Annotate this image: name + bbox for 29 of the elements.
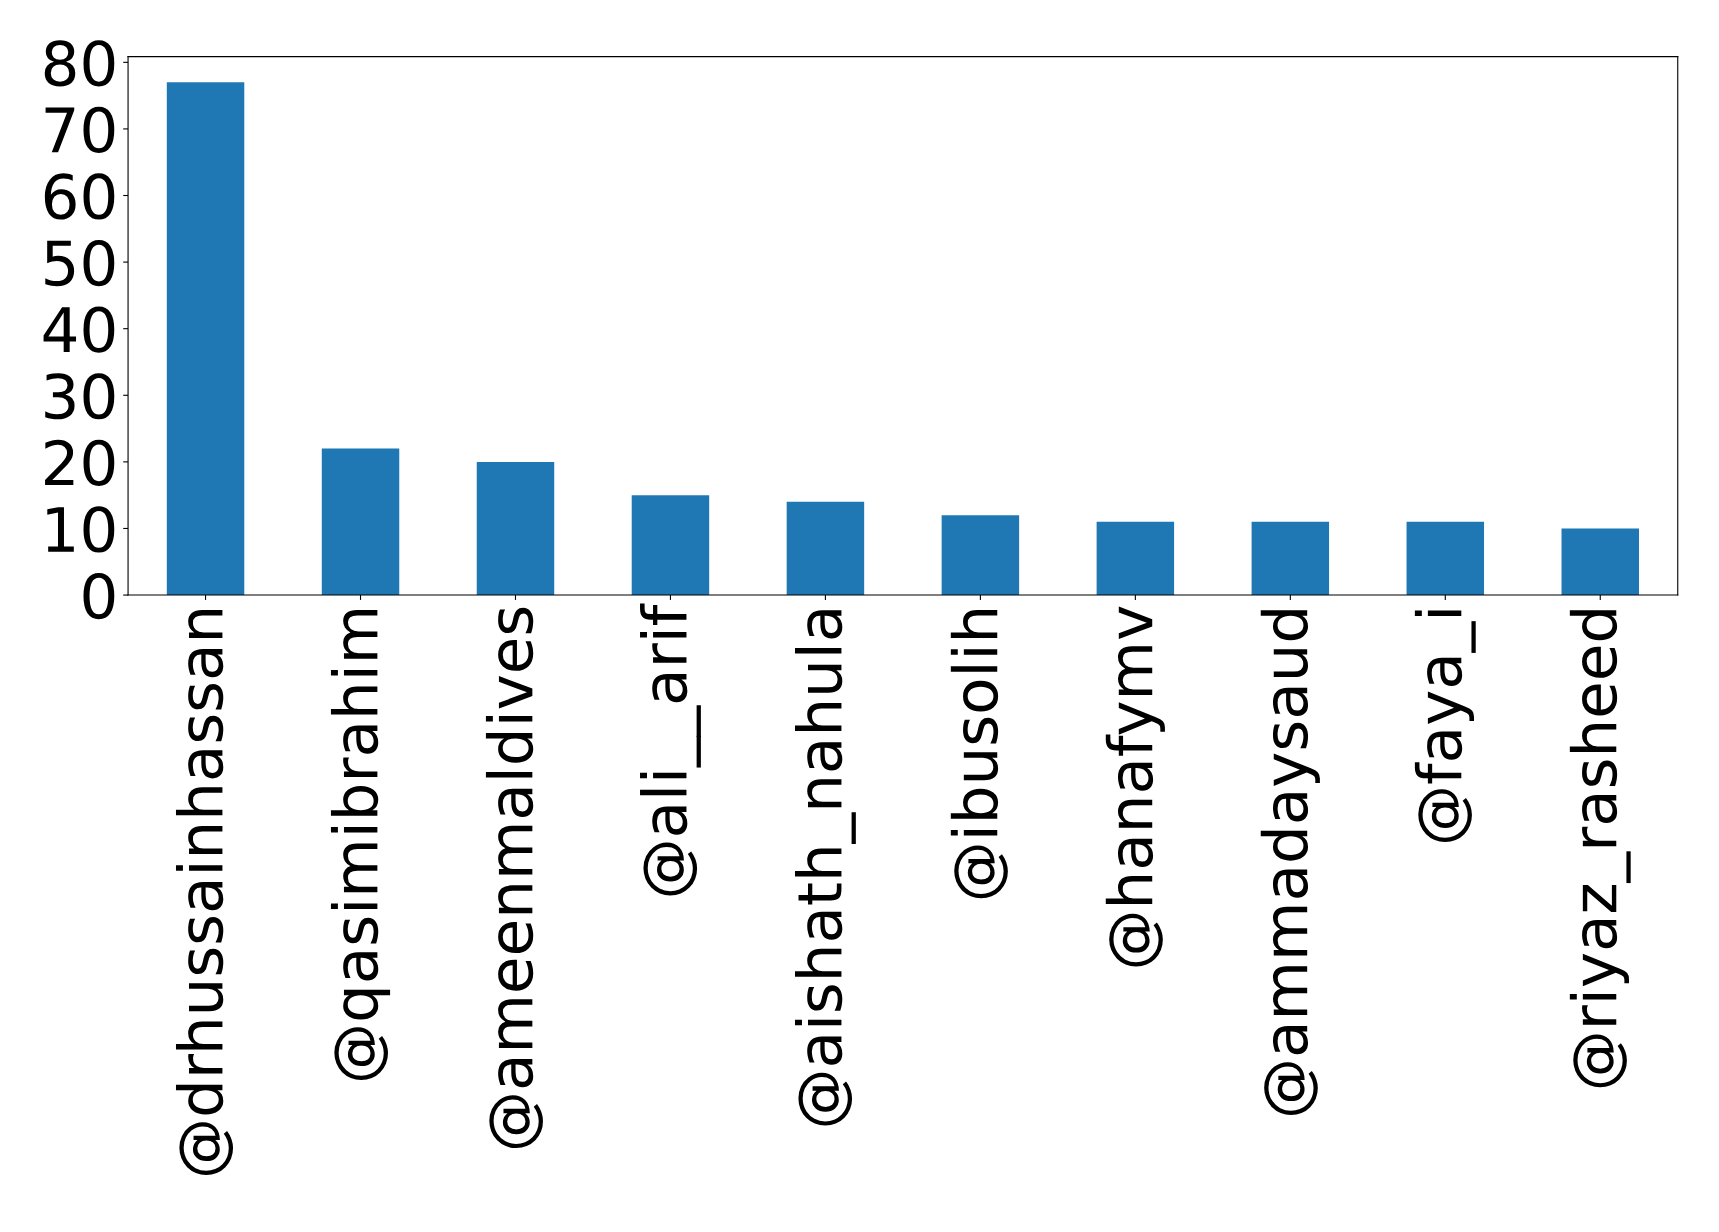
x-tick-label: @ibusolih [950, 609, 1008, 899]
y-tick-label: 60 [44, 173, 115, 220]
y-tick-label: 70 [45, 106, 115, 154]
y-tick-label: 80 [44, 40, 115, 87]
bar [1096, 521, 1175, 596]
bar [786, 501, 865, 596]
y-tick-label: 10 [47, 506, 115, 553]
y-tick-label: 40 [43, 306, 115, 353]
bar [166, 82, 245, 596]
x-tick-label: @ali__arif [640, 603, 701, 896]
y-tick-label: 20 [45, 439, 115, 486]
x-tick-label: @ammadaysaud [1260, 610, 1320, 1116]
bar [476, 461, 555, 596]
x-tick-label: @riyaz_rasheed [1569, 610, 1631, 1088]
x-tick-label: @drhussainhassan [175, 609, 234, 1176]
y-tick-label: 0 [83, 572, 115, 620]
y-tick-label: 50 [45, 239, 115, 287]
bar [1406, 521, 1485, 596]
bar [1561, 528, 1639, 596]
y-tick-label: 30 [45, 373, 115, 420]
bar [321, 448, 400, 596]
bar [631, 495, 710, 596]
x-tick-label: @faya_i [1414, 610, 1476, 842]
bar [941, 515, 1020, 596]
x-tick-label: @ameenmaldives [485, 607, 543, 1149]
x-tick-label: @qasimibrahim [330, 609, 391, 1081]
bar [1251, 521, 1330, 596]
x-tick-label: @hanafymv [1105, 606, 1165, 967]
x-tick-label: @aishath_nahula [795, 610, 856, 1126]
